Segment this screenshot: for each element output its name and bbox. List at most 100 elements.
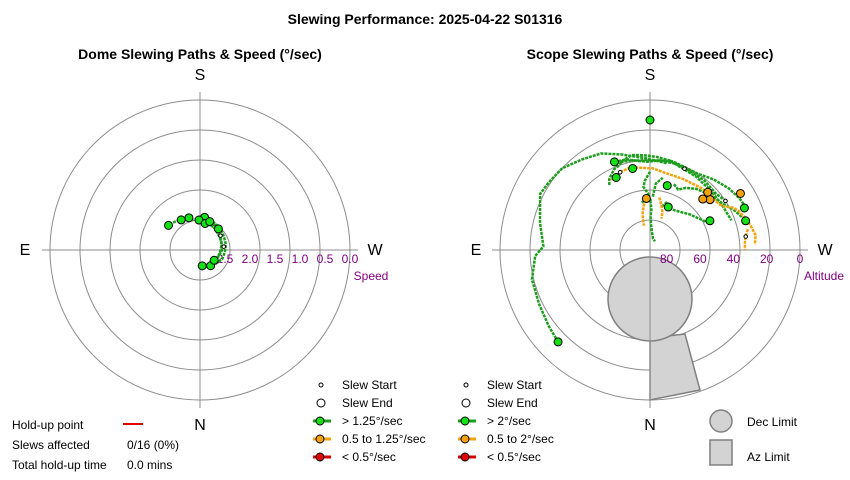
slew-path-11 (641, 199, 648, 226)
slew-path-12 (658, 197, 664, 219)
radial-tick-label: 0.0 (342, 252, 359, 266)
radial-tick-label: 1.0 (292, 252, 309, 266)
az-limit-region (649, 333, 701, 401)
slew-path-0 (642, 171, 656, 243)
slew-end-point (703, 187, 713, 197)
radial-tick-label: 2.0 (242, 252, 259, 266)
slew-end-point (205, 217, 215, 227)
dec-limit-label: Dec Limit (747, 415, 798, 429)
scope-endpoints (553, 115, 751, 347)
radial-tick-label: 20 (760, 252, 774, 266)
dome-endpoints (163, 212, 227, 271)
holdup-time-label: Total hold-up time (12, 458, 107, 472)
radial-tick-label: 40 (727, 252, 741, 266)
slew-end-point (698, 194, 708, 204)
dome-compass-bottom: N (194, 417, 206, 434)
az-limit-swatch (709, 439, 733, 466)
dome-compass-right: W (367, 242, 383, 259)
legend-mid-marker (315, 434, 325, 444)
scope-axes (492, 92, 808, 408)
slew-path-4 (607, 153, 733, 222)
slews-affected-value: 0/16 (0%) (127, 438, 179, 452)
dome-legend-item-0: Slew Start (342, 378, 397, 392)
slew-start-point (617, 169, 623, 175)
radial-tick-label: 60 (693, 252, 707, 266)
holdup-panel: Hold-up point Slews affected 0/16 (0%) T… (12, 418, 179, 472)
radial-tick-label: 1.5 (267, 252, 284, 266)
slew-start-point (221, 244, 227, 249)
scope-legend-item-3: 0.5 to 2°/sec (487, 432, 554, 446)
legend-slew-start-marker (318, 382, 324, 388)
dome-radial-ticks: 2.5 2.0 1.5 1.0 0.5 0.0 (217, 252, 359, 266)
slew-start-point (218, 233, 223, 238)
slew-end-point (663, 202, 673, 212)
slew-end-point (213, 224, 223, 234)
slew-path-7 (651, 176, 664, 197)
scope-legend-mid-marker (460, 434, 470, 444)
limits-legend: Dec Limit Az Limit (709, 409, 798, 466)
slew-end-point (705, 216, 715, 226)
scope-radial-label: Altitude (804, 269, 844, 283)
slew-start-point (723, 198, 728, 204)
slew-end-point (176, 215, 186, 225)
dome-legend-item-1: Slew End (342, 396, 393, 410)
dome-chart-title: Dome Slewing Paths & Speed (°/sec) (78, 46, 322, 62)
slew-path-1 (672, 183, 748, 225)
legend-slow-marker (315, 452, 325, 462)
az-limit-label: Az Limit (747, 450, 790, 464)
scope-legend-slew-end-marker (461, 398, 471, 408)
slew-end-point (553, 337, 563, 347)
scope-radial-ticks: 80 60 40 20 0 (660, 252, 804, 266)
slew-start-point (743, 234, 749, 239)
scope-polar-chart: Scope Slewing Paths & Speed (°/sec) S N … (471, 46, 845, 434)
scope-legend-item-4: < 0.5°/sec (487, 450, 541, 464)
scope-legend-slew-start-marker (463, 382, 469, 388)
scope-compass-right: W (817, 242, 833, 259)
dome-compass-top: S (195, 67, 206, 84)
scope-limit-regions (607, 256, 701, 401)
dome-legend-item-2: > 1.25°/sec (342, 414, 403, 428)
slew-path-13 (743, 228, 750, 251)
slew-end-point (739, 203, 749, 213)
slew-end-point (741, 216, 751, 226)
slew-end-point (163, 220, 173, 230)
legend-slew-end-marker (316, 398, 326, 408)
slew-end-point (609, 157, 619, 167)
scope-chart-title: Scope Slewing Paths & Speed (°/sec) (527, 46, 774, 62)
slew-end-point (645, 115, 655, 125)
slew-end-point (184, 213, 194, 223)
figure-title: Slewing Performance: 2025-04-22 S01316 (288, 11, 563, 27)
holdup-time-value: 0.0 mins (127, 458, 172, 472)
scope-legend-item-0: Slew Start (487, 378, 542, 392)
scope-legend: Slew Start Slew End > 2°/sec 0.5 to 2°/s… (458, 378, 554, 464)
dome-legend: Slew Start Slew End > 1.25°/sec 0.5 to 1… (313, 378, 426, 464)
radial-tick-label: 2.5 (217, 252, 234, 266)
slew-path-6 (530, 152, 668, 343)
dome-legend-item-3: 0.5 to 1.25°/sec (342, 432, 426, 446)
legend-fast-marker (315, 416, 325, 426)
slews-affected-label: Slews affected (12, 438, 90, 452)
scope-compass-left: E (471, 242, 482, 259)
dome-legend-item-4: < 0.5°/sec (342, 450, 396, 464)
radial-tick-label: 0.5 (317, 252, 334, 266)
slew-end-point (735, 188, 745, 198)
holdup-point-label: Hold-up point (12, 418, 84, 432)
scope-compass-bottom: N (644, 417, 656, 434)
radial-tick-label: 80 (660, 252, 674, 266)
slew-end-point (628, 163, 638, 173)
slew-end-point (662, 181, 672, 191)
scope-legend-fast-marker (460, 416, 470, 426)
scope-compass-top: S (645, 67, 656, 84)
slew-end-point (611, 172, 621, 182)
scope-legend-slow-marker (460, 452, 470, 462)
scope-legend-item-2: > 2°/sec (487, 414, 531, 428)
scope-legend-item-1: Slew End (487, 396, 538, 410)
slew-end-point (641, 193, 651, 203)
slew-start-point (682, 166, 687, 171)
slew-end-point (197, 261, 207, 271)
dec-limit-swatch (709, 409, 733, 433)
dome-polar-chart: Dome Slewing Paths & Speed (°/sec) S N E… (20, 46, 389, 434)
dome-compass-left: E (20, 242, 31, 259)
radial-tick-label: 0 (797, 252, 804, 266)
